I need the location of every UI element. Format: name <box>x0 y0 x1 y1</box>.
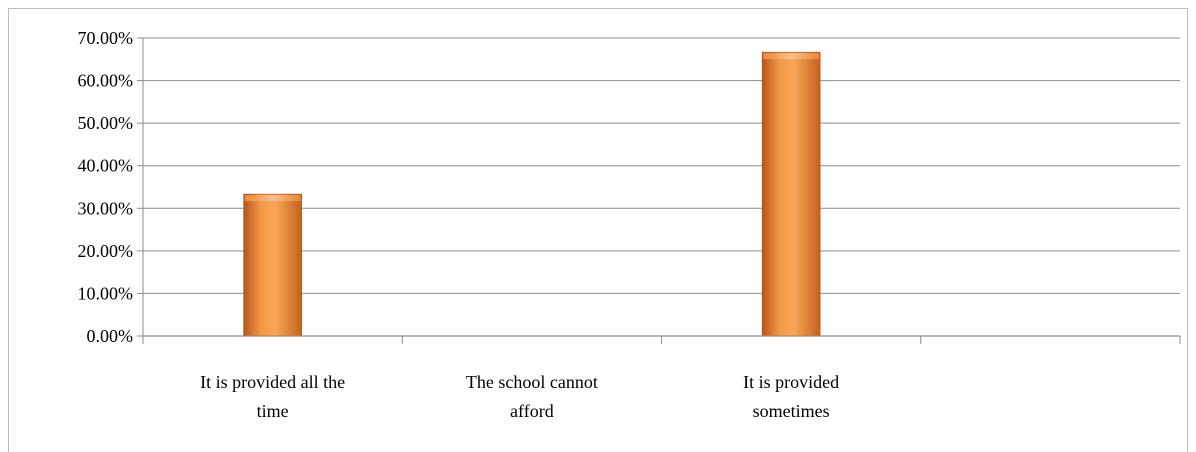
y-tick-label: 40.00% <box>78 156 134 176</box>
x-category-label: time <box>257 401 289 421</box>
bar-body <box>761 51 821 337</box>
x-category-label: sometimes <box>753 401 830 421</box>
y-tick-label: 60.00% <box>78 71 134 91</box>
y-tick-label: 30.00% <box>78 198 134 218</box>
x-category-label: It is provided all the <box>200 372 345 392</box>
y-tick-label: 0.00% <box>87 326 134 346</box>
x-category-label: The school cannot <box>466 372 598 392</box>
y-tick-label: 20.00% <box>78 241 134 261</box>
bar <box>761 51 821 337</box>
axes <box>142 38 1181 344</box>
bar-top-bevel <box>763 53 820 60</box>
x-axis-categories: It is provided all the time The school can… <box>200 372 839 421</box>
bar-top-bevel <box>244 195 301 202</box>
y-tick-label: 70.00% <box>78 28 134 48</box>
gridlines <box>143 37 1180 294</box>
bar <box>243 193 302 337</box>
x-category-label: afford <box>510 401 554 421</box>
y-tick-label: 10.00% <box>78 283 134 303</box>
bar-body <box>243 193 302 337</box>
chart-frame <box>8 8 1188 452</box>
x-category-label: It is provided <box>743 372 839 392</box>
bars <box>243 51 821 337</box>
y-tick-label: 50.00% <box>78 113 134 133</box>
y-axis-ticks: 0.00% 10.00% 20.00% 30.00% 40.00% 50.00% 60.00… <box>78 28 143 346</box>
